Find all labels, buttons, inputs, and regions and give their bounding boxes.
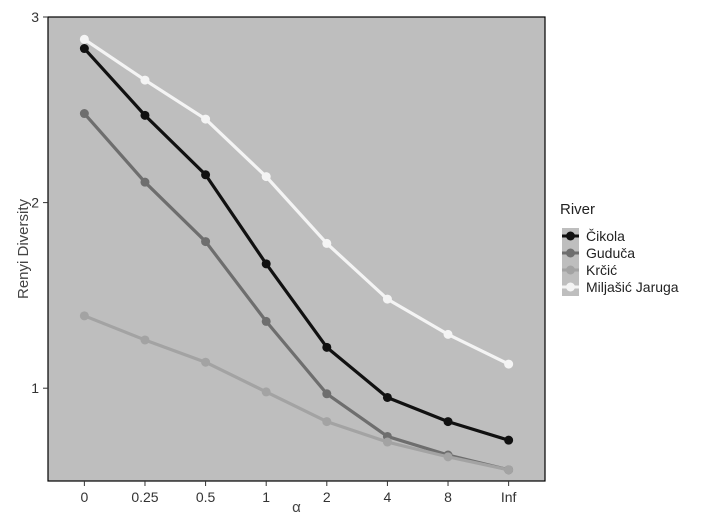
y-axis: 1 2 3 [31, 9, 48, 396]
data-point [261, 259, 271, 269]
data-point [504, 359, 514, 369]
legend-item: Guduča [562, 245, 635, 262]
data-point [504, 465, 514, 475]
legend-label: Čikola [586, 228, 625, 244]
x-tick-label: 0.25 [131, 489, 158, 505]
x-axis: 0 0.25 0.5 1 2 4 8 Inf [80, 481, 517, 505]
data-point [140, 110, 150, 120]
data-point [140, 335, 150, 345]
data-point [201, 170, 211, 180]
data-point [79, 109, 89, 119]
legend-label: Miljašić Jaruga [586, 279, 679, 295]
data-point [201, 357, 211, 367]
series-line [83, 47, 510, 442]
data-point [140, 75, 150, 85]
data-point [382, 294, 392, 304]
legend-point [566, 282, 575, 292]
series-line [83, 37, 510, 366]
series-line [83, 314, 509, 472]
data-point [322, 417, 332, 427]
data-point [261, 316, 271, 326]
x-axis-title: α [292, 499, 301, 516]
x-tick-label: 4 [384, 489, 392, 505]
legend-item: Čikola [562, 228, 625, 245]
legend-item: Miljašić Jaruga [562, 279, 679, 296]
legend-point [566, 248, 575, 258]
y-tick-label: 2 [31, 195, 39, 211]
series-2 [79, 311, 514, 475]
series-layer [79, 34, 514, 475]
plot-panel [47, 16, 546, 482]
y-axis-title: Renyi Diversity [15, 198, 32, 299]
x-tick-label: 2 [323, 489, 331, 505]
y-tick-label: 3 [31, 9, 39, 25]
data-point [261, 387, 271, 397]
series-3 [79, 34, 514, 369]
data-point [201, 237, 211, 247]
legend-label: Krčić [586, 262, 617, 278]
legend-item: Krčić [562, 262, 617, 279]
x-tick-label: 0.5 [196, 489, 216, 505]
legend-label: Guduča [586, 245, 635, 261]
data-point [443, 417, 453, 427]
data-point [382, 392, 392, 402]
x-tick-label: 1 [262, 489, 270, 505]
series-line [83, 112, 510, 472]
x-tick-label: 8 [444, 489, 452, 505]
data-point [140, 177, 150, 187]
data-point [504, 435, 514, 445]
y-tick-label: 1 [31, 380, 39, 396]
data-point [261, 172, 271, 182]
data-point [322, 238, 332, 248]
x-tick-label: Inf [501, 489, 517, 505]
data-point [79, 34, 89, 44]
data-point [322, 389, 332, 399]
legend-point [566, 265, 575, 275]
data-point [382, 437, 392, 447]
x-tick-label: 0 [80, 489, 88, 505]
data-point [443, 452, 453, 462]
legend-title: River [560, 201, 595, 218]
data-point [443, 329, 453, 339]
data-point [79, 44, 89, 54]
data-point [201, 114, 211, 124]
data-point [322, 342, 332, 352]
data-point [79, 311, 89, 321]
series-0 [79, 44, 514, 445]
legend-point [566, 231, 575, 241]
